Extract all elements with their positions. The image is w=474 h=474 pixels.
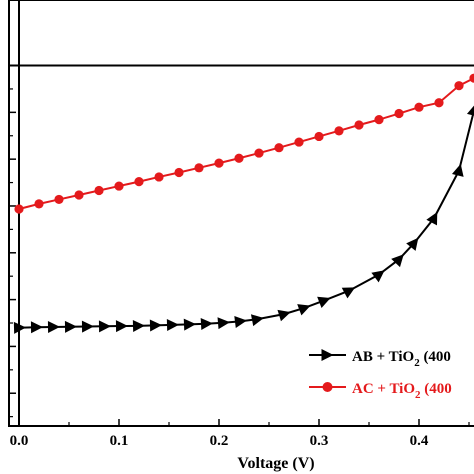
x-axis-ticks: 0.0 0.1 0.2 0.3 0.4 xyxy=(10,419,470,449)
plot-frame xyxy=(8,0,474,427)
data-point xyxy=(371,270,385,283)
legend-label-ac: AC + TiO2 (400 xyxy=(352,381,452,401)
data-point xyxy=(374,115,384,125)
data-point xyxy=(217,317,230,330)
data-point xyxy=(394,108,404,119)
data-point xyxy=(64,320,77,333)
data-point xyxy=(234,316,247,328)
x-tick-label: 0.3 xyxy=(310,433,329,449)
data-point xyxy=(274,143,284,153)
legend: AB + TiO2 (400 AC + TiO2 (400 xyxy=(309,349,452,401)
series-0 xyxy=(13,103,474,334)
data-point xyxy=(341,287,356,299)
legend-label-ab-sub: 2 xyxy=(414,357,420,369)
data-point xyxy=(154,172,164,182)
x-tick-label: 0.2 xyxy=(210,433,229,449)
series-line xyxy=(18,110,474,329)
data-point xyxy=(115,320,128,333)
data-point xyxy=(391,254,404,268)
data-point xyxy=(54,194,64,205)
data-point xyxy=(469,73,474,83)
legend-label-ab-main: AB + TiO xyxy=(352,349,414,365)
data-point xyxy=(466,103,474,117)
data-point xyxy=(426,211,438,226)
data-point xyxy=(294,137,304,147)
x-tick-label: 0.0 xyxy=(10,433,29,449)
data-point xyxy=(454,81,464,91)
data-point xyxy=(14,204,24,214)
data-point xyxy=(414,102,424,112)
data-point xyxy=(34,199,44,209)
data-point xyxy=(434,98,444,108)
data-point xyxy=(451,163,464,177)
data-point xyxy=(47,321,60,334)
data-point xyxy=(13,321,26,334)
data-point xyxy=(277,309,291,322)
data-point xyxy=(234,153,244,163)
series-line xyxy=(18,77,474,210)
data-point xyxy=(134,177,144,187)
data-point xyxy=(334,126,344,136)
data-point xyxy=(406,237,419,251)
data-point xyxy=(317,296,331,308)
data-point xyxy=(354,120,364,130)
data-point xyxy=(214,158,224,168)
y-axis-ticks xyxy=(9,64,16,418)
legend-label-ac-rest: (400 xyxy=(421,381,452,397)
data-point xyxy=(114,181,124,191)
series-1 xyxy=(14,73,474,214)
x-tick-label: 0.1 xyxy=(110,433,129,449)
data-point xyxy=(81,320,94,333)
data-point xyxy=(254,148,264,158)
data-point xyxy=(98,320,111,333)
x-tick-label: 0.4 xyxy=(410,433,429,449)
data-point xyxy=(94,185,104,196)
data-point xyxy=(200,317,213,330)
data-point xyxy=(74,190,84,200)
data-point xyxy=(183,318,196,331)
data-point xyxy=(250,314,264,327)
legend-marker-ab xyxy=(321,349,334,361)
data-point xyxy=(149,319,162,332)
legend-marker-ac xyxy=(322,382,333,392)
data-point xyxy=(30,321,43,334)
legend-label-ac-main: AC + TiO xyxy=(352,381,415,397)
data-point xyxy=(314,131,324,142)
data-point xyxy=(132,319,145,332)
legend-label-ab-rest: (400 xyxy=(420,349,451,365)
legend-label-ac-sub: 2 xyxy=(415,389,421,401)
legend-label-ab: AB + TiO2 (400 xyxy=(352,349,451,369)
x-axis-title: Voltage (V) xyxy=(237,455,314,472)
data-point xyxy=(194,163,204,173)
series-layer xyxy=(13,73,474,334)
data-point xyxy=(297,304,311,316)
data-point xyxy=(174,167,184,178)
data-point xyxy=(166,319,179,332)
